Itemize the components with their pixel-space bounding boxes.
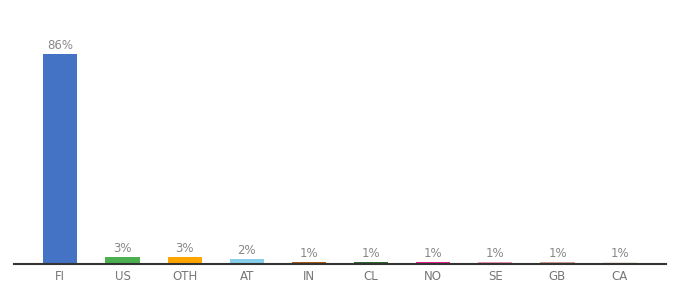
Text: 3%: 3% <box>175 242 194 255</box>
Bar <box>478 262 513 264</box>
Text: 1%: 1% <box>424 247 443 260</box>
Bar <box>292 262 326 264</box>
Bar <box>44 54 78 264</box>
Text: 1%: 1% <box>611 247 629 260</box>
Bar <box>541 262 575 264</box>
Text: 1%: 1% <box>362 247 380 260</box>
Text: 1%: 1% <box>548 247 567 260</box>
Bar <box>416 262 450 264</box>
Text: 3%: 3% <box>114 242 132 255</box>
Text: 86%: 86% <box>48 39 73 52</box>
Bar <box>167 257 202 264</box>
Bar <box>105 257 139 264</box>
Text: 1%: 1% <box>486 247 505 260</box>
Bar <box>602 262 636 264</box>
Bar <box>230 259 264 264</box>
Bar <box>354 262 388 264</box>
Text: 1%: 1% <box>300 247 318 260</box>
Text: 2%: 2% <box>237 244 256 257</box>
